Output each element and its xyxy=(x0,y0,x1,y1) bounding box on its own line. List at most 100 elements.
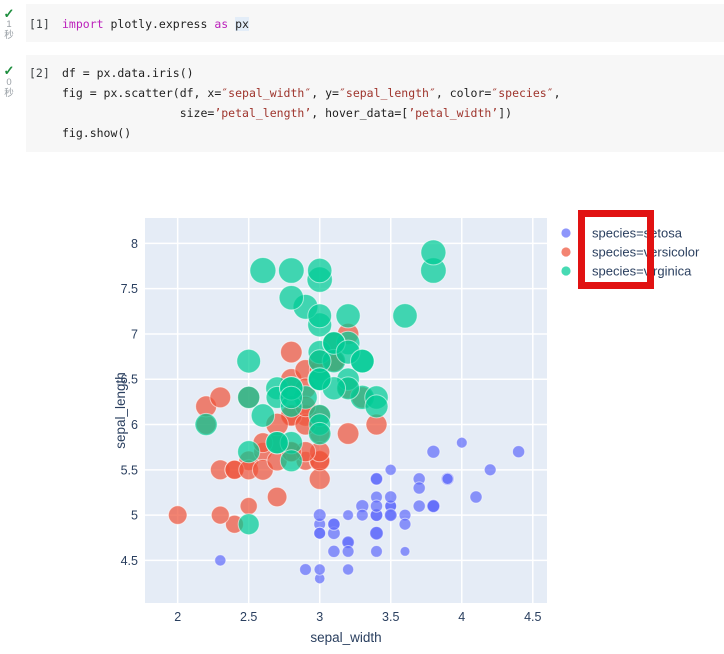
scatter-point[interactable] xyxy=(455,436,468,449)
x-tick-label: 3.5 xyxy=(382,610,399,624)
scatter-point[interactable] xyxy=(420,239,447,266)
scatter-point[interactable] xyxy=(278,285,304,311)
scatter-point[interactable] xyxy=(384,463,397,476)
legend-item-2[interactable]: species=versicolor xyxy=(592,245,700,260)
scatter-point[interactable] xyxy=(483,463,497,477)
legend-item-1[interactable]: species=setosa xyxy=(592,226,683,241)
scatter-point[interactable] xyxy=(167,505,188,525)
scatter-point[interactable] xyxy=(237,440,261,464)
scatter-point[interactable] xyxy=(399,546,411,557)
code-token: df = px.data.iris() xyxy=(62,66,194,80)
cell2-code-editor[interactable]: df = px.data.iris() fig = px.scatter(df, … xyxy=(62,66,561,146)
scatter-point[interactable] xyxy=(279,385,303,410)
scatter-point[interactable] xyxy=(383,508,398,522)
cell1-code-editor[interactable]: import plotly.express as px xyxy=(62,17,249,37)
scatter-point[interactable] xyxy=(512,445,526,459)
y-tick-label: 6 xyxy=(131,418,138,432)
code-token: , color= xyxy=(435,86,492,100)
y-tick-label: 4.5 xyxy=(121,554,138,568)
code-cell-1[interactable]: [1] import plotly.express as px xyxy=(26,4,724,42)
code-token: , y= xyxy=(311,86,339,100)
cell2-execution-time-unit: 秒 xyxy=(4,87,14,99)
legend-swatch-2[interactable] xyxy=(561,247,571,257)
scatter-point[interactable] xyxy=(307,257,333,284)
scatter-point[interactable] xyxy=(355,508,369,522)
scatter-point[interactable] xyxy=(350,348,375,374)
scatter-point[interactable] xyxy=(210,505,230,525)
scatter-point[interactable] xyxy=(426,499,441,513)
scatter-point[interactable] xyxy=(249,257,277,284)
legend-swatch-3[interactable] xyxy=(561,266,571,276)
scatter-point[interactable] xyxy=(336,422,360,445)
x-tick-label: 3 xyxy=(316,610,323,624)
scatter-point[interactable] xyxy=(412,481,426,495)
y-axis-title: sepal_length xyxy=(113,372,128,449)
scatter-point[interactable] xyxy=(308,467,331,490)
scatter-point[interactable] xyxy=(392,303,418,329)
y-tick-label: 8 xyxy=(131,237,138,251)
x-axis-title: sepal_width xyxy=(310,630,381,645)
code-token: ″sepal_length″ xyxy=(338,86,436,100)
scatter-point[interactable] xyxy=(441,472,454,485)
scatter-point[interactable] xyxy=(214,554,227,567)
scatter-point[interactable] xyxy=(279,449,303,473)
highlight-rectangle-annotation xyxy=(578,210,654,289)
scatter-point[interactable] xyxy=(369,525,384,541)
cell2-run-success-check-icon[interactable]: ✓ xyxy=(3,63,15,78)
code-token: , hover_data=[ xyxy=(311,106,409,120)
scatter-point[interactable] xyxy=(239,497,258,516)
scatter-point[interactable] xyxy=(327,517,341,531)
scatter-point[interactable] xyxy=(278,257,305,284)
scatter-point[interactable] xyxy=(194,412,218,437)
code-cell-2[interactable]: [2] df = px.data.iris() fig = px.scatter(… xyxy=(26,55,724,152)
code-line[interactable]: import plotly.express as px xyxy=(62,17,249,37)
scatter-point[interactable] xyxy=(307,303,333,329)
scatter-point[interactable] xyxy=(237,513,260,536)
scatter-point[interactable] xyxy=(335,303,361,329)
scatter-point[interactable] xyxy=(426,444,441,459)
scatter-point[interactable] xyxy=(299,563,312,576)
scatter-point[interactable] xyxy=(265,431,289,455)
scatter-point[interactable] xyxy=(370,545,383,558)
code-line[interactable]: df = px.data.iris() xyxy=(62,66,561,86)
code-line[interactable]: fig.show() xyxy=(62,126,561,146)
scatter-point[interactable] xyxy=(280,340,303,364)
scatter-point[interactable] xyxy=(237,385,261,409)
scatter-point[interactable] xyxy=(469,490,483,504)
legend-swatch-1[interactable] xyxy=(561,228,571,238)
scatter-point[interactable] xyxy=(313,563,326,576)
code-token: fig = px.scatter(df, x= xyxy=(62,86,222,100)
scatter-point[interactable] xyxy=(236,348,262,374)
x-tick-label: 2.5 xyxy=(240,610,257,624)
scatter-point[interactable] xyxy=(307,367,332,392)
cell2-execution-time-value: 0 xyxy=(6,77,12,88)
scatter-point[interactable] xyxy=(308,421,332,446)
scatter-point[interactable] xyxy=(369,472,384,486)
code-token: ″species″ xyxy=(491,86,554,100)
scatter-point[interactable] xyxy=(266,486,288,508)
scatter-point[interactable] xyxy=(342,509,355,521)
code-line[interactable]: fig = px.scatter(df, x=″sepal_width″, y=… xyxy=(62,86,561,106)
scatter-point[interactable] xyxy=(398,517,412,531)
code-token: ’petal_width’ xyxy=(408,106,499,120)
y-tick-label: 6.5 xyxy=(121,373,138,387)
scatter-point[interactable] xyxy=(364,394,389,419)
scatter-point[interactable] xyxy=(312,508,327,522)
scatter-point[interactable] xyxy=(412,499,426,513)
scatter-point[interactable] xyxy=(369,499,384,513)
cell1-run-success-check-icon[interactable]: ✓ xyxy=(3,6,15,21)
scatter-point[interactable] xyxy=(327,544,341,559)
y-tick-label: 7 xyxy=(131,327,138,341)
cell1-execution-count: [1] xyxy=(29,17,50,31)
scatter-point[interactable] xyxy=(313,526,327,540)
legend-item-3[interactable]: species=virginica xyxy=(592,264,692,279)
cell1-execution-time-value: 1 xyxy=(6,19,12,30)
scatter-point[interactable] xyxy=(250,403,276,428)
cell1-execution-time-unit: 秒 xyxy=(4,29,14,41)
code-token: , xyxy=(553,86,561,100)
code-line[interactable]: size=’petal_length’, hover_data=[’petal_… xyxy=(62,106,561,126)
scatter-point[interactable] xyxy=(384,490,398,504)
scatter-point[interactable] xyxy=(209,386,232,409)
scatter-point[interactable] xyxy=(342,563,355,576)
scatter-point[interactable] xyxy=(341,545,355,558)
